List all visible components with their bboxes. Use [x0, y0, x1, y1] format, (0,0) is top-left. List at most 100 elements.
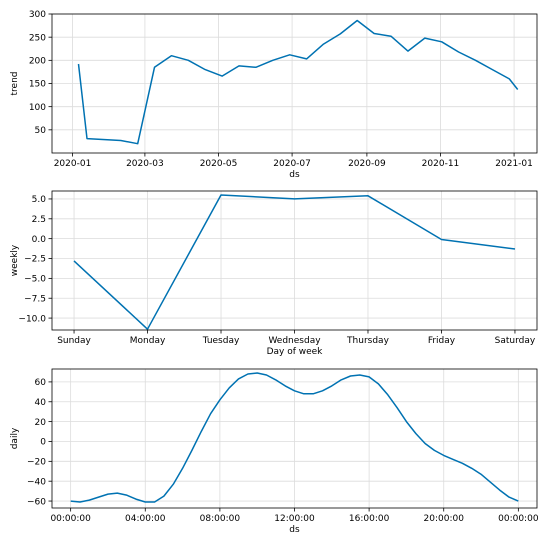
- data-point: [390, 35, 393, 38]
- data-point: [274, 378, 277, 381]
- y-tick-label: 60: [35, 378, 47, 388]
- data-point: [440, 40, 443, 43]
- data-point: [457, 51, 460, 54]
- weekly-chart: Sunday Monday Tuesday Wednesday Thursday Frid…: [10, 190, 538, 357]
- data-point: [88, 499, 91, 502]
- data-point: [470, 467, 473, 470]
- x-tick-label: Thursday: [346, 336, 390, 346]
- data-point: [238, 64, 241, 67]
- trend-chart: 2020-01 2020-03 2020-05 2020-07 2020-09 2020-…: [10, 10, 538, 180]
- y-tick-label: −10.0: [18, 314, 46, 324]
- data-point: [508, 77, 511, 80]
- y-tick-label: 200: [29, 57, 46, 67]
- data-point: [170, 54, 173, 57]
- data-point: [265, 374, 268, 377]
- y-tick-label: 150: [29, 80, 46, 90]
- data-point: [271, 59, 274, 62]
- x-tick-label: Friday: [428, 336, 456, 346]
- x-tick-label: 12:00:00: [274, 514, 315, 524]
- x-tick-label: 2020-09: [348, 159, 386, 169]
- y-tick-label: −40: [27, 477, 46, 487]
- data-point: [69, 500, 72, 503]
- x-tick-label: Wednesday: [268, 336, 321, 346]
- data-point: [367, 194, 370, 197]
- data-point: [200, 430, 203, 433]
- x-tick-label: Tuesday: [202, 336, 240, 346]
- data-point: [489, 481, 492, 484]
- data-point: [396, 406, 399, 409]
- plot-frame: [51, 368, 538, 509]
- data-point: [187, 59, 190, 62]
- data-point: [373, 32, 376, 35]
- plot-frame: [51, 190, 538, 331]
- y-tick-label: −60: [27, 497, 46, 507]
- data-point: [204, 68, 207, 71]
- data-point: [322, 43, 325, 46]
- data-point: [97, 496, 100, 499]
- series-line: [70, 372, 519, 503]
- data-point: [440, 238, 443, 241]
- data-point: [284, 384, 287, 387]
- y-tick-label: −2.5: [24, 255, 46, 265]
- data-point: [480, 473, 483, 476]
- data-point: [136, 142, 139, 145]
- y-tick-label: 300: [29, 10, 46, 20]
- x-tick-label: 00:00:00: [50, 514, 91, 524]
- y-tick-label: 40: [35, 398, 47, 408]
- x-tick-label: 2020-07: [273, 159, 311, 169]
- series-line: [73, 194, 516, 330]
- x-tick-label: 2020-11: [422, 159, 460, 169]
- data-point: [474, 59, 477, 62]
- data-point: [433, 449, 436, 452]
- data-point: [414, 432, 417, 435]
- data-point: [221, 75, 224, 78]
- y-tick-label: 20: [35, 418, 47, 428]
- data-point: [181, 467, 184, 470]
- y-tick-label: 0.0: [32, 235, 47, 245]
- y-tick-label: 250: [29, 33, 46, 43]
- data-point: [220, 194, 223, 197]
- x-tick-label: 04:00:00: [125, 514, 166, 524]
- y-tick-label: 100: [29, 103, 46, 113]
- data-point: [386, 393, 389, 396]
- x-tick-label: Saturday: [495, 336, 536, 346]
- y-tick-label: 0: [40, 438, 46, 448]
- data-point: [153, 66, 156, 69]
- y-tick-label: −7.5: [24, 294, 46, 304]
- data-point: [516, 88, 519, 91]
- data-point: [368, 375, 371, 378]
- y-tick-label: 50: [35, 126, 47, 136]
- x-axis-label: ds: [289, 525, 300, 535]
- x-tick-label: Monday: [130, 336, 166, 346]
- y-axis-label: weekly: [10, 244, 20, 276]
- data-point: [340, 378, 343, 381]
- daily-chart: 00:00:00 04:00:00 08:00:00 12:00:00 16:00:00…: [10, 368, 539, 535]
- x-tick-label: 08:00:00: [200, 514, 241, 524]
- data-point: [293, 197, 296, 200]
- data-point: [508, 496, 511, 499]
- x-tick-label: 2021-01: [495, 159, 533, 169]
- data-point: [356, 19, 359, 22]
- data-point: [517, 500, 520, 503]
- data-point: [254, 66, 257, 69]
- x-tick-label: 2020-01: [54, 159, 92, 169]
- data-point: [339, 32, 342, 35]
- data-point: [172, 483, 175, 486]
- data-point: [302, 392, 305, 395]
- data-point: [312, 392, 315, 395]
- data-point: [237, 377, 240, 380]
- data-point: [228, 386, 231, 389]
- y-axis-label: trend: [10, 72, 20, 96]
- data-point: [79, 501, 82, 504]
- data-point: [424, 442, 427, 445]
- x-axis-label: ds: [289, 170, 300, 180]
- data-point: [330, 384, 333, 387]
- data-point: [256, 372, 259, 375]
- x-axis-label: Day of week: [267, 347, 324, 357]
- x-tick-label: Sunday: [57, 336, 91, 346]
- data-point: [107, 493, 110, 496]
- data-point: [153, 501, 156, 504]
- x-tick-label: 00:00:00: [498, 514, 539, 524]
- y-tick-label: −20: [27, 458, 46, 468]
